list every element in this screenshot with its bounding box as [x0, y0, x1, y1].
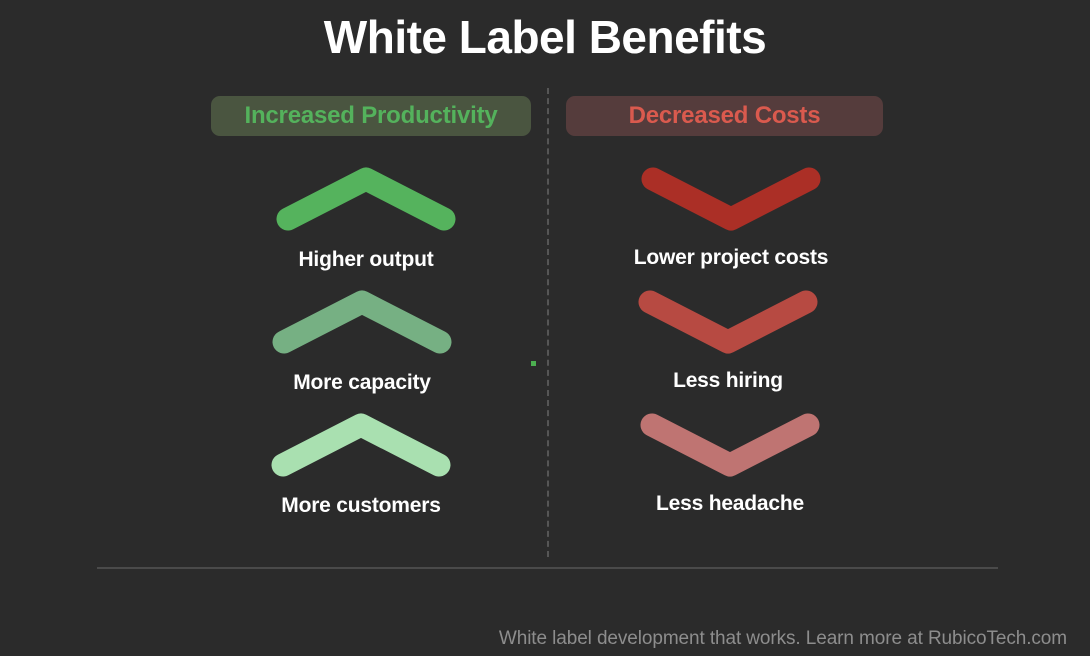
benefit-label-lower-project-costs: Lower project costs — [633, 246, 829, 269]
badge-label-productivity: Increased Productivity — [244, 102, 498, 129]
column-divider — [547, 88, 549, 557]
chevron-down-icon — [638, 290, 818, 354]
chevron-down-icon — [641, 167, 821, 231]
page-title: White Label Benefits — [323, 11, 767, 63]
benefit-label-more-customers: More customers — [281, 494, 441, 517]
footer-tagline: White label development that works. Lear… — [498, 628, 1067, 649]
benefit-item-less-hiring: Less hiring — [618, 289, 838, 393]
benefit-label-less-headache: Less headache — [656, 492, 804, 515]
column-header-badge-productivity: Increased Productivity — [211, 96, 531, 136]
benefit-item-lower-project-costs: Lower project costs — [621, 166, 841, 270]
footer-divider — [97, 567, 998, 569]
chevron-up-icon — [276, 167, 456, 231]
benefit-item-more-customers: More customers — [251, 412, 471, 518]
badge-label-costs: Decreased Costs — [628, 102, 821, 129]
column-header-badge-costs: Decreased Costs — [566, 96, 883, 136]
benefit-label-more-capacity: More capacity — [293, 371, 431, 394]
chevron-up-icon — [272, 290, 452, 354]
benefit-item-higher-output: Higher output — [256, 166, 476, 272]
benefit-item-less-headache: Less headache — [620, 412, 840, 516]
chevron-up-icon — [271, 413, 451, 477]
benefit-label-higher-output: Higher output — [298, 248, 434, 271]
accent-dot — [531, 361, 536, 366]
benefit-label-less-hiring: Less hiring — [673, 369, 783, 392]
chevron-down-icon — [640, 413, 820, 477]
benefit-item-more-capacity: More capacity — [252, 289, 472, 395]
